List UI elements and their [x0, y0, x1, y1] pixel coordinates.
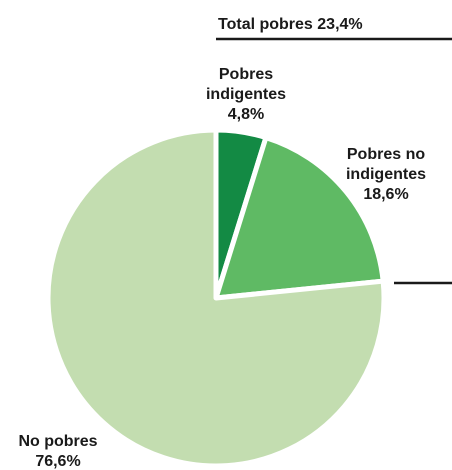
slice-value-pobres-indigentes: 4,8% — [228, 106, 264, 123]
slice-label-no-pobres: No pobres — [18, 433, 97, 450]
total-annotation: Total pobres 23,4% — [216, 16, 452, 285]
pie-slices — [45, 127, 387, 469]
slice-pobres-no-indigentes — [213, 135, 386, 301]
slice-value-no-pobres: 76,6% — [35, 453, 80, 470]
slice-value-pobres-no-indigentes: 18,6% — [363, 186, 408, 203]
slice-label-pobres-indigentes: Pobres — [219, 66, 273, 83]
slice-label-pobres-no-indigentes: indigentes — [346, 166, 426, 183]
slice-labels: Pobres indigentes 4,8% Pobres no indigentes 1… — [18, 66, 426, 470]
total-pobres-label: Total pobres 23,4% — [218, 16, 363, 33]
slice-label-pobres-no-indigentes: Pobres no — [347, 146, 425, 163]
slice-no-pobres — [45, 127, 387, 469]
slice-label-pobres-indigentes: indigentes — [206, 86, 286, 103]
